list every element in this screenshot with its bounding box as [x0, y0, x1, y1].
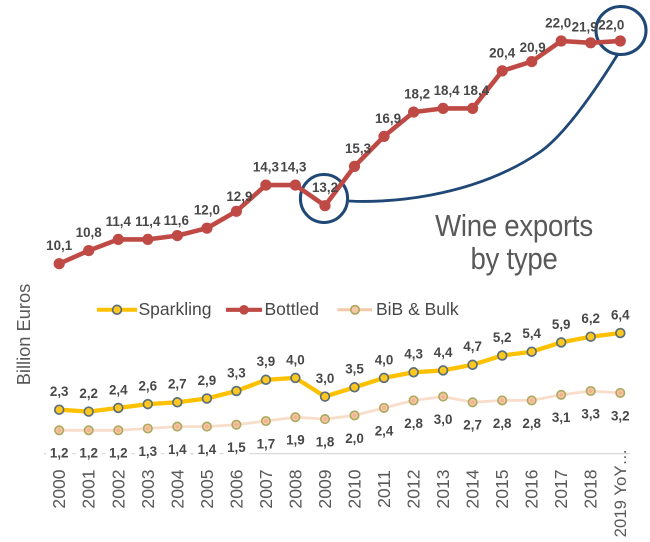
- svg-text:10,8: 10,8: [76, 225, 103, 240]
- svg-text:3,3: 3,3: [581, 406, 600, 421]
- svg-text:22,0: 22,0: [545, 15, 571, 30]
- svg-text:2014: 2014: [463, 469, 483, 508]
- svg-text:2019 YoY…: 2019 YoY…: [611, 449, 630, 538]
- svg-text:11,6: 11,6: [164, 213, 189, 228]
- svg-text:10,1: 10,1: [46, 238, 73, 253]
- svg-text:2010: 2010: [345, 469, 365, 508]
- svg-text:4,7: 4,7: [463, 339, 482, 354]
- svg-text:Wine exports: Wine exports: [435, 209, 593, 244]
- svg-text:2008: 2008: [285, 469, 305, 508]
- svg-text:2005: 2005: [197, 469, 217, 508]
- svg-text:11,4: 11,4: [135, 214, 161, 229]
- svg-text:3,3: 3,3: [227, 365, 246, 380]
- svg-text:2001: 2001: [79, 469, 99, 508]
- svg-text:5,4: 5,4: [522, 326, 541, 341]
- svg-text:2015: 2015: [492, 469, 512, 508]
- svg-text:2018: 2018: [581, 469, 601, 508]
- svg-text:14,3: 14,3: [280, 160, 306, 175]
- svg-text:Sparkling: Sparkling: [139, 299, 212, 319]
- svg-text:BiB & Bulk: BiB & Bulk: [376, 299, 459, 319]
- svg-text:1,2: 1,2: [50, 446, 69, 461]
- svg-text:2003: 2003: [138, 469, 158, 508]
- svg-text:2004: 2004: [167, 469, 187, 508]
- svg-text:12,9: 12,9: [226, 189, 252, 204]
- svg-text:2,8: 2,8: [404, 416, 423, 431]
- svg-text:3,0: 3,0: [316, 371, 335, 386]
- svg-text:21,9: 21,9: [572, 20, 598, 35]
- svg-text:1,4: 1,4: [168, 442, 187, 457]
- svg-text:2,8: 2,8: [493, 416, 512, 431]
- svg-text:20,9: 20,9: [520, 40, 546, 55]
- svg-text:2016: 2016: [522, 469, 542, 508]
- svg-text:15,3: 15,3: [345, 141, 371, 156]
- svg-text:20,4: 20,4: [489, 45, 516, 60]
- svg-text:2012: 2012: [404, 469, 424, 508]
- svg-text:4,4: 4,4: [434, 345, 453, 360]
- svg-text:3,9: 3,9: [257, 354, 276, 369]
- svg-text:16,9: 16,9: [375, 111, 401, 126]
- svg-text:2007: 2007: [256, 469, 276, 508]
- svg-text:5,9: 5,9: [552, 317, 571, 332]
- svg-text:2,7: 2,7: [463, 418, 482, 433]
- svg-text:2,6: 2,6: [138, 379, 157, 394]
- svg-text:6,2: 6,2: [581, 311, 600, 326]
- svg-text:18,4: 18,4: [434, 83, 461, 98]
- svg-text:5,2: 5,2: [493, 330, 512, 345]
- svg-text:1,2: 1,2: [79, 446, 98, 461]
- svg-text:2009: 2009: [315, 469, 335, 508]
- svg-text:4,3: 4,3: [404, 347, 423, 362]
- svg-text:1,7: 1,7: [257, 436, 276, 451]
- svg-text:3,1: 3,1: [552, 410, 571, 425]
- svg-text:4,0: 4,0: [375, 352, 394, 367]
- svg-text:1,2: 1,2: [109, 446, 128, 461]
- svg-text:2,7: 2,7: [168, 377, 187, 392]
- svg-text:2,2: 2,2: [79, 386, 98, 401]
- svg-text:18,2: 18,2: [404, 87, 430, 102]
- svg-text:3,0: 3,0: [434, 412, 453, 427]
- svg-text:18,4: 18,4: [463, 83, 490, 98]
- svg-text:2,9: 2,9: [198, 373, 217, 388]
- svg-text:2017: 2017: [551, 469, 571, 508]
- svg-text:2,0: 2,0: [345, 431, 364, 446]
- svg-text:1,9: 1,9: [286, 433, 305, 448]
- svg-text:3,5: 3,5: [345, 362, 364, 377]
- svg-text:6,4: 6,4: [611, 307, 630, 322]
- svg-text:2013: 2013: [433, 469, 453, 508]
- svg-text:2006: 2006: [226, 469, 246, 508]
- svg-text:2,4: 2,4: [375, 423, 394, 438]
- svg-text:2,3: 2,3: [50, 384, 69, 399]
- svg-text:11,4: 11,4: [106, 214, 132, 229]
- svg-text:3,2: 3,2: [611, 408, 630, 423]
- svg-text:12,0: 12,0: [194, 203, 220, 218]
- svg-text:2000: 2000: [49, 469, 69, 508]
- svg-text:Billion Euros: Billion Euros: [13, 284, 34, 386]
- svg-text:1,8: 1,8: [316, 435, 335, 450]
- svg-text:2,4: 2,4: [109, 382, 128, 397]
- svg-text:Bottled: Bottled: [265, 299, 319, 319]
- svg-text:1,5: 1,5: [227, 440, 246, 455]
- svg-text:22,0: 22,0: [598, 17, 624, 32]
- svg-text:4,0: 4,0: [286, 352, 305, 367]
- svg-text:14,3: 14,3: [253, 160, 279, 175]
- svg-text:1,4: 1,4: [198, 442, 217, 457]
- svg-text:2,8: 2,8: [522, 416, 541, 431]
- svg-text:2011: 2011: [374, 470, 394, 508]
- svg-text:1,3: 1,3: [138, 444, 157, 459]
- svg-text:by type: by type: [470, 242, 557, 277]
- svg-text:13,2: 13,2: [312, 180, 338, 195]
- svg-text:2002: 2002: [108, 469, 128, 508]
